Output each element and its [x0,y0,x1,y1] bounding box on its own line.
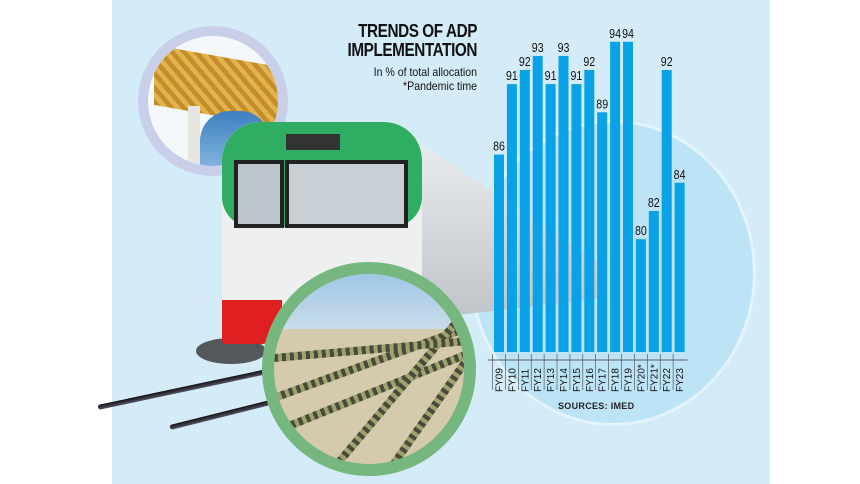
bar-fy17 [597,112,608,352]
category-label: FY19 [624,368,635,392]
data-label: 91 [506,69,518,83]
chart-subtitle: In % of total allocation [373,65,477,79]
chart-title-line-1: TRENDS OF ADP [358,21,477,41]
data-label: 94 [622,27,634,41]
bar-fy19 [623,41,633,353]
category-label: FY13 [546,368,557,392]
data-label: 84 [674,168,686,182]
bar-fy11 [519,70,530,352]
category-label: FY10 [507,368,518,392]
chart-source: SOURCES: IMED [558,401,635,411]
category-label: FY09 [495,368,506,392]
category-label: FY17 [598,368,609,392]
data-label: 94 [609,27,621,41]
category-label: FY14 [559,368,570,392]
data-label: 82 [648,196,660,210]
category-label: FY15 [572,368,583,392]
category-label: FY12 [533,368,544,392]
bar-fy23 [674,182,685,352]
bar-fy22 [661,70,672,352]
railway-tracks-photo [262,262,476,476]
chart-title-line-2: IMPLEMENTATION [347,40,478,60]
category-label: FY18 [611,368,622,392]
bar-fy10 [506,84,517,352]
bar-fy21 [648,211,659,352]
data-label: 91 [570,69,582,83]
category-label: FY23 [675,368,686,392]
bar-fy16 [584,70,595,352]
data-label: 92 [519,55,531,69]
data-label: 80 [635,224,647,238]
data-label: 89 [596,98,608,112]
data-label: 92 [583,55,595,69]
bar-fy13 [545,84,556,352]
category-label: FY11 [520,368,531,392]
chart-note: *Pandemic time [403,79,477,93]
data-label: 86 [493,140,505,154]
bar-fy18 [610,41,621,353]
category-label: FY21* [649,364,660,392]
category-label: FY16 [585,368,596,392]
data-label: 93 [532,41,544,55]
data-label: 92 [661,55,673,69]
data-label: 91 [545,69,557,83]
bar-fy09 [494,154,504,352]
bar-fy14 [558,55,569,353]
category-label: FY20* [636,364,647,392]
bar-fy12 [532,55,543,353]
bar-fy15 [571,84,582,352]
category-label: FY22 [662,368,673,392]
bar-fy20 [635,239,646,352]
data-label: 93 [558,41,570,55]
